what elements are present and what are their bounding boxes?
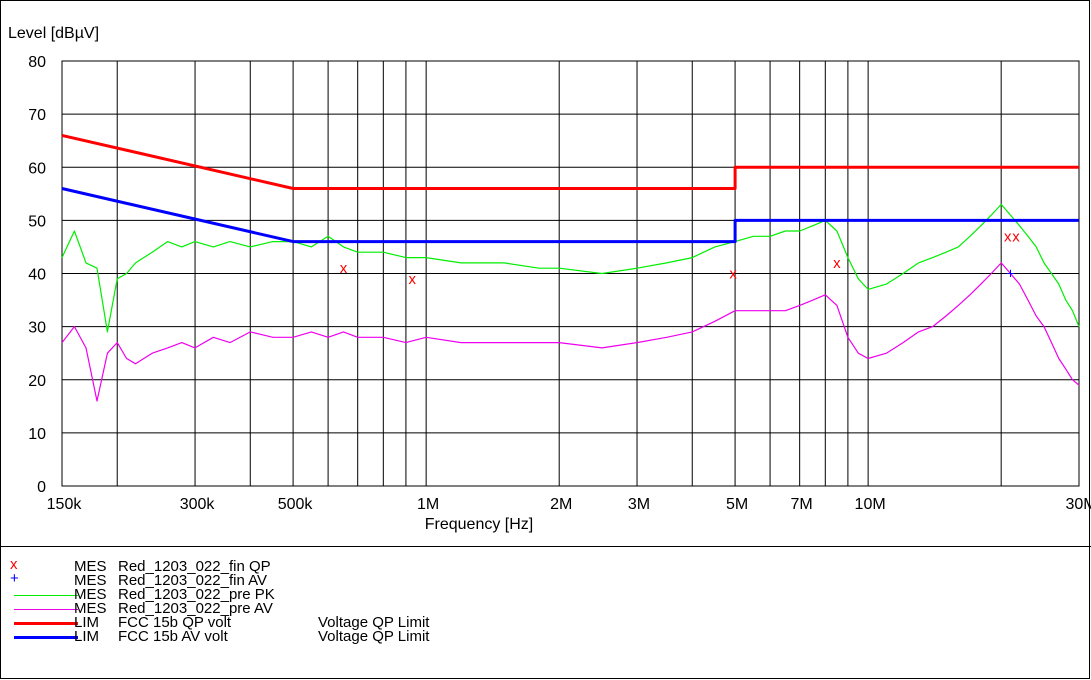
legend-name: FCC 15b QP volt — [118, 614, 232, 631]
legend-line-swatch — [14, 609, 78, 610]
y-tick-label: 70 — [28, 107, 46, 124]
legend-line-swatch — [14, 622, 78, 625]
x-tick-label: 500k — [278, 496, 314, 513]
series-line-3 — [61, 133, 1079, 190]
legend-name: Red_1203_022_fin QP — [118, 558, 271, 575]
emission-chart: Level [dBµV] Frequency [Hz] 0 10 20 30 40 50 6… — [8, 25, 1091, 533]
legend-kind: MES — [74, 586, 107, 603]
x-tick-label: 3M — [628, 496, 650, 513]
legend-description: Voltage QP Limit — [318, 614, 430, 631]
marker-point: x — [729, 266, 737, 283]
legend: x MES Red_1203_022_fin QP + MES Red_1203_022_… — [0, 556, 600, 645]
x-tick-label: 30M — [1065, 496, 1091, 513]
y-tick-label: 80 — [28, 54, 46, 71]
marker-point: x — [1004, 228, 1012, 245]
x-tick-label: 150k — [47, 496, 83, 513]
legend-symbol: + — [10, 570, 70, 588]
legend-item: MES Red_1203_022_pre AV — [0, 600, 600, 617]
series-line-1 — [61, 203, 1080, 333]
legend-line-swatch — [14, 636, 78, 639]
marker-point: x — [1012, 228, 1020, 245]
legend-kind: MES — [74, 600, 107, 617]
series-line-4 — [61, 187, 1079, 244]
y-tick-label: 30 — [28, 320, 46, 337]
legend-symbol — [10, 588, 78, 602]
legend-kind: MES — [74, 572, 107, 589]
x-tick-label: 5M — [726, 496, 748, 513]
legend-symbol — [10, 602, 78, 616]
marker-point: x — [408, 271, 416, 288]
y-tick-label: 20 — [28, 373, 46, 390]
x-tick-label: 300k — [180, 496, 216, 513]
legend-description: Voltage QP Limit — [318, 628, 430, 645]
legend-symbol: x — [10, 556, 70, 574]
legend-name: Red_1203_022_pre AV — [118, 600, 273, 617]
legend-item: x MES Red_1203_022_fin QP — [0, 556, 600, 575]
legend-kind: LIM — [74, 628, 100, 645]
legend-symbol — [10, 630, 78, 644]
legend-item: MES Red_1203_022_pre PK — [0, 586, 600, 603]
series-line-2 — [61, 262, 1080, 402]
legend-item: LIM FCC 15b QP volt Voltage QP Limit — [0, 614, 600, 631]
series-layer — [61, 133, 1080, 402]
legend-name: Red_1203_022_fin AV — [118, 572, 268, 589]
marker-point: + — [1006, 266, 1015, 283]
x-tick-label: 7M — [791, 496, 813, 513]
x-axis-label: Frequency [Hz] — [425, 516, 533, 533]
plus-marker-icon: + — [10, 570, 19, 587]
y-tick-labels: 0 10 20 30 40 50 60 70 80 — [28, 54, 46, 496]
y-tick-label: 50 — [28, 213, 46, 230]
x-tick-label: 2M — [550, 496, 572, 513]
legend-separator — [0, 546, 1091, 547]
y-tick-label: 40 — [28, 267, 46, 284]
legend-item: + MES Red_1203_022_fin AV — [0, 570, 600, 589]
legend-name: FCC 15b AV volt — [118, 628, 228, 645]
legend-item: LIM FCC 15b AV volt Voltage QP Limit — [0, 628, 600, 645]
marker-point: x — [340, 260, 348, 277]
x-tick-label: 1M — [417, 496, 439, 513]
x-marker-icon: x — [10, 556, 18, 573]
y-tick-label: 60 — [28, 160, 46, 177]
legend-kind: LIM — [74, 614, 100, 631]
y-tick-label: 10 — [28, 426, 46, 443]
marker-point: x — [833, 255, 841, 272]
marker-layer: xx xxx x+ — [340, 228, 1020, 288]
legend-kind: MES — [74, 558, 107, 575]
plot-grid — [61, 60, 1080, 487]
y-tick-label: 0 — [37, 479, 46, 496]
legend-line-swatch — [14, 595, 78, 596]
legend-name: Red_1203_022_pre PK — [118, 586, 275, 603]
legend-symbol — [10, 616, 78, 630]
x-tick-label: 10M — [855, 496, 886, 513]
plot-border — [61, 60, 1080, 487]
x-tick-labels: 150k 300k 500k 1M 2M 3M 5M 7M 10M 30M — [47, 496, 1091, 513]
y-axis-label: Level [dBµV] — [8, 25, 99, 42]
